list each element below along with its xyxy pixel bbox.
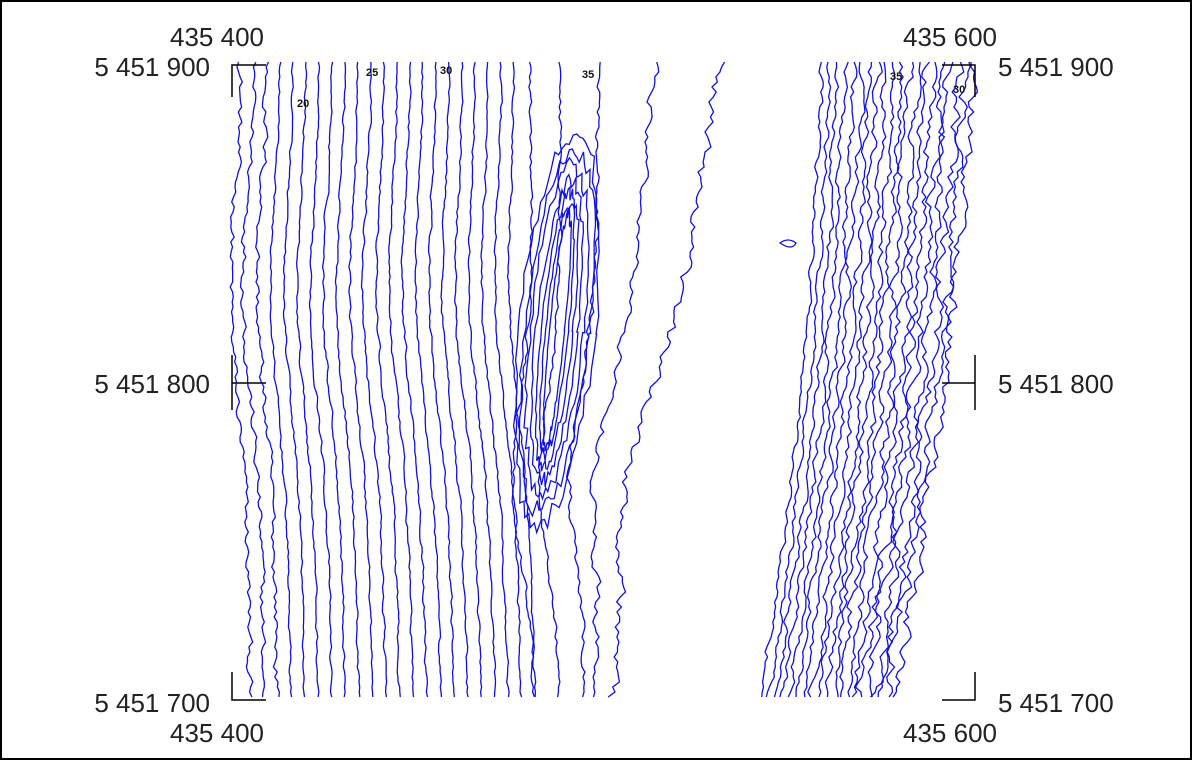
easting-label: 435 600 xyxy=(903,718,997,748)
contour xyxy=(529,173,585,488)
contour xyxy=(854,61,938,698)
contour xyxy=(334,61,361,698)
contour xyxy=(773,61,840,698)
contour xyxy=(803,61,873,698)
contour xyxy=(523,156,590,501)
contour-label: 30 xyxy=(953,84,965,96)
contour xyxy=(440,61,469,698)
contour xyxy=(765,61,832,698)
contour-label: 25 xyxy=(366,67,378,79)
contour xyxy=(269,61,293,698)
contour xyxy=(467,61,497,698)
tick xyxy=(942,64,976,97)
contour xyxy=(795,61,866,698)
contour xyxy=(835,61,904,698)
contour xyxy=(542,206,573,452)
contour xyxy=(537,61,563,698)
corner-ticks xyxy=(231,64,976,701)
contour xyxy=(839,61,915,698)
contour xyxy=(348,61,374,698)
contour xyxy=(779,61,849,698)
tick xyxy=(942,355,976,410)
contour xyxy=(589,61,660,698)
contour-label: 20 xyxy=(297,98,309,110)
tick xyxy=(942,672,976,701)
northing-label: 5 451 700 xyxy=(998,688,1114,718)
contour xyxy=(308,61,333,698)
contour xyxy=(360,61,388,698)
contour xyxy=(493,61,523,698)
contour xyxy=(511,61,536,698)
contour-label: 35 xyxy=(890,71,902,83)
northing-label: 5 451 900 xyxy=(998,52,1114,82)
contour xyxy=(877,61,965,698)
contour xyxy=(427,61,456,698)
contour xyxy=(506,61,537,698)
contour xyxy=(870,61,954,698)
contour xyxy=(787,61,858,698)
contour xyxy=(761,61,824,698)
contour xyxy=(778,239,797,248)
easting-label: 435 400 xyxy=(170,718,264,748)
contour-lines xyxy=(229,61,979,698)
contour xyxy=(255,61,281,698)
contour xyxy=(818,61,887,698)
contour xyxy=(565,61,601,698)
contour xyxy=(229,61,254,698)
contour xyxy=(414,61,443,698)
contour xyxy=(534,185,580,472)
contour xyxy=(851,61,931,698)
tick xyxy=(231,672,266,701)
easting-label: 435 600 xyxy=(903,22,997,52)
northing-label: 5 451 700 xyxy=(94,688,210,718)
contour xyxy=(807,61,883,698)
contour xyxy=(867,61,946,698)
contour xyxy=(480,61,510,698)
contour-label: 35 xyxy=(582,69,594,81)
contour xyxy=(388,61,415,698)
contour xyxy=(296,61,320,698)
contour xyxy=(239,61,267,698)
contour xyxy=(892,62,979,698)
contour xyxy=(607,61,726,698)
contour xyxy=(538,203,576,461)
contour xyxy=(321,61,346,698)
easting-label: 435 400 xyxy=(170,22,264,52)
northing-label: 5 451 800 xyxy=(94,369,210,399)
tick xyxy=(231,64,266,97)
contour xyxy=(512,133,600,535)
contour xyxy=(400,61,429,698)
contour xyxy=(518,148,597,518)
contour xyxy=(824,61,896,698)
contour xyxy=(282,61,306,698)
contour xyxy=(454,61,483,698)
northing-label: 5 451 800 xyxy=(998,369,1114,399)
northing-label: 5 451 900 xyxy=(94,52,210,82)
contour-label: 30 xyxy=(440,65,452,77)
contour xyxy=(375,61,401,698)
contour xyxy=(847,61,922,698)
contour xyxy=(886,61,971,698)
tick xyxy=(231,355,266,410)
